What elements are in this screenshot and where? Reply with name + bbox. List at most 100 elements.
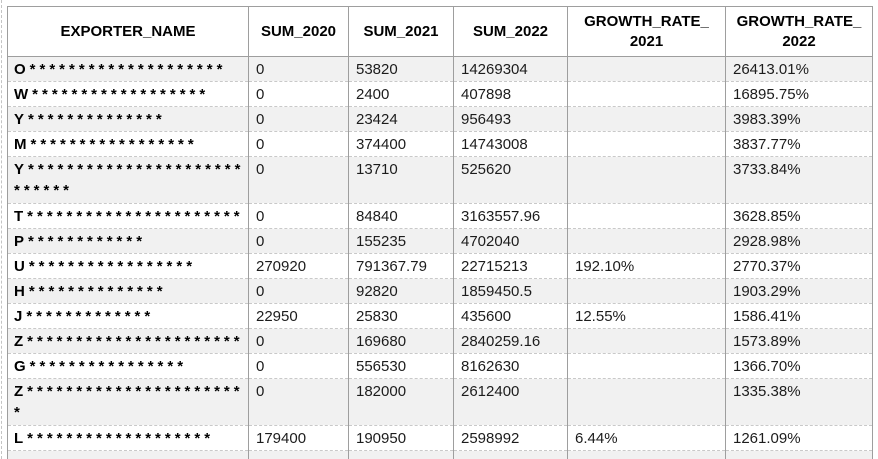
cell-sum-2020: 179400 <box>248 425 349 451</box>
cell-sum-2022: 3163557.96 <box>453 203 568 229</box>
table-row: P************ 0 155235 4702040 2928.98% <box>7 228 873 254</box>
col-header-sum-2022: SUM_2022 <box>453 6 568 57</box>
cell-growth-rate-2021: 12.55% <box>567 303 726 329</box>
cell-sum-2021: 155235 <box>348 228 454 254</box>
cell-sum-2020: 0 <box>248 203 349 229</box>
table-row: H************** 0 92820 1859450.5 1903.2… <box>7 278 873 304</box>
cell-exporter-name: W****************** <box>7 81 249 107</box>
cell-sum-2022: 2612400 <box>453 378 568 426</box>
cell-sum-2020: 0 <box>248 353 349 379</box>
header-row: EXPORTER_NAME SUM_2020 SUM_2021 SUM_2022… <box>7 6 873 57</box>
table-row: L******************* 179400 190950 25989… <box>7 425 873 451</box>
cell-sum-2022: 2840259.16 <box>453 328 568 354</box>
cell-sum-2022: 1859450.5 <box>453 278 568 304</box>
cell-sum-2021: 2400 <box>348 81 454 107</box>
cell-sum-2022: 4702040 <box>453 228 568 254</box>
cell-growth-rate-2022: 2928.98% <box>725 228 873 254</box>
cell-growth-rate-2022: 1335.38% <box>725 378 873 426</box>
cell-sum-2020: 270920 <box>248 253 349 279</box>
cell-exporter-name: T********************** <box>7 203 249 229</box>
cell-growth-rate-2022: 3628.85% <box>725 203 873 229</box>
cell-sum-2021: 556530 <box>348 353 454 379</box>
cell-growth-rate-2022 <box>725 450 873 459</box>
header-label: GROWTH_RATE_ <box>736 12 862 30</box>
col-header-exporter-name: EXPORTER_NAME <box>7 6 249 57</box>
cell-exporter-name: P************ <box>7 228 249 254</box>
page-margin-guide <box>1 0 2 459</box>
cell-sum-2020: 0 <box>248 106 349 132</box>
table-row-partial <box>7 450 873 459</box>
cell-growth-rate-2021 <box>567 156 726 204</box>
cell-exporter-name <box>7 450 249 459</box>
cell-growth-rate-2022: 1261.09% <box>725 425 873 451</box>
cell-sum-2021 <box>348 450 454 459</box>
cell-sum-2021: 25830 <box>348 303 454 329</box>
cell-sum-2022: 956493 <box>453 106 568 132</box>
cell-sum-2020: 0 <box>248 278 349 304</box>
cell-growth-rate-2022: 26413.01% <box>725 56 873 82</box>
cell-sum-2022: 435600 <box>453 303 568 329</box>
cell-growth-rate-2022: 2770.37% <box>725 253 873 279</box>
cell-growth-rate-2022: 1586.41% <box>725 303 873 329</box>
cell-sum-2022: 407898 <box>453 81 568 107</box>
table-row: Y************** 0 23424 956493 3983.39% <box>7 106 873 132</box>
cell-sum-2020: 0 <box>248 378 349 426</box>
cell-sum-2022: 2598992 <box>453 425 568 451</box>
header-label: SUM_2021 <box>363 22 439 40</box>
table-row: J************* 22950 25830 435600 12.55%… <box>7 303 873 329</box>
cell-sum-2021: 23424 <box>348 106 454 132</box>
cell-exporter-name: G**************** <box>7 353 249 379</box>
table-body: O******************** 0 53820 14269304 2… <box>7 56 873 459</box>
cell-sum-2022 <box>453 450 568 459</box>
header-label: 2021 <box>629 32 664 50</box>
cell-sum-2021: 53820 <box>348 56 454 82</box>
table-row: Z********************** 0 169680 2840259… <box>7 328 873 354</box>
table-row: W****************** 0 2400 407898 16895.… <box>7 81 873 107</box>
cell-growth-rate-2021 <box>567 131 726 157</box>
header-label: SUM_2022 <box>472 22 549 40</box>
cell-exporter-name: Y************** <box>7 106 249 132</box>
cell-growth-rate-2021 <box>567 81 726 107</box>
cell-growth-rate-2021: 6.44% <box>567 425 726 451</box>
cell-sum-2020: 0 <box>248 131 349 157</box>
cell-sum-2021: 169680 <box>348 328 454 354</box>
cell-growth-rate-2022: 3733.84% <box>725 156 873 204</box>
cell-growth-rate-2021 <box>567 203 726 229</box>
cell-growth-rate-2021 <box>567 378 726 426</box>
col-header-growth-rate-2022: GROWTH_RATE_ 2022 <box>725 6 873 57</box>
cell-growth-rate-2021 <box>567 353 726 379</box>
cell-growth-rate-2021: 192.10% <box>567 253 726 279</box>
header-label: GROWTH_RATE_ <box>584 12 709 30</box>
table-row: G**************** 0 556530 8162630 1366.… <box>7 353 873 379</box>
cell-growth-rate-2022: 1573.89% <box>725 328 873 354</box>
cell-sum-2021: 190950 <box>348 425 454 451</box>
cell-exporter-name: H************** <box>7 278 249 304</box>
cell-exporter-name: Z*********************** <box>7 378 249 426</box>
col-header-growth-rate-2021: GROWTH_RATE_ 2021 <box>567 6 726 57</box>
cell-exporter-name: J************* <box>7 303 249 329</box>
table-row: M***************** 0 374400 14743008 383… <box>7 131 873 157</box>
cell-sum-2021: 92820 <box>348 278 454 304</box>
cell-growth-rate-2022: 16895.75% <box>725 81 873 107</box>
cell-exporter-name: O******************** <box>7 56 249 82</box>
header-label: EXPORTER_NAME <box>60 22 196 40</box>
cell-exporter-name: Z********************** <box>7 328 249 354</box>
cell-sum-2020: 22950 <box>248 303 349 329</box>
cell-sum-2021: 84840 <box>348 203 454 229</box>
cell-sum-2021: 374400 <box>348 131 454 157</box>
table-row: Y**************************** 0 13710 52… <box>7 156 873 204</box>
cell-sum-2022: 8162630 <box>453 353 568 379</box>
table-header: EXPORTER_NAME SUM_2020 SUM_2021 SUM_2022… <box>7 6 873 57</box>
cell-sum-2022: 525620 <box>453 156 568 204</box>
col-header-sum-2021: SUM_2021 <box>348 6 454 57</box>
cell-growth-rate-2022: 1366.70% <box>725 353 873 379</box>
cell-sum-2022: 14269304 <box>453 56 568 82</box>
cell-growth-rate-2021 <box>567 278 726 304</box>
header-label: 2022 <box>782 32 816 50</box>
cell-growth-rate-2021 <box>567 450 726 459</box>
cell-exporter-name: Y**************************** <box>7 156 249 204</box>
cell-growth-rate-2021 <box>567 328 726 354</box>
cell-sum-2020: 0 <box>248 81 349 107</box>
cell-sum-2020: 0 <box>248 156 349 204</box>
cell-growth-rate-2021 <box>567 56 726 82</box>
